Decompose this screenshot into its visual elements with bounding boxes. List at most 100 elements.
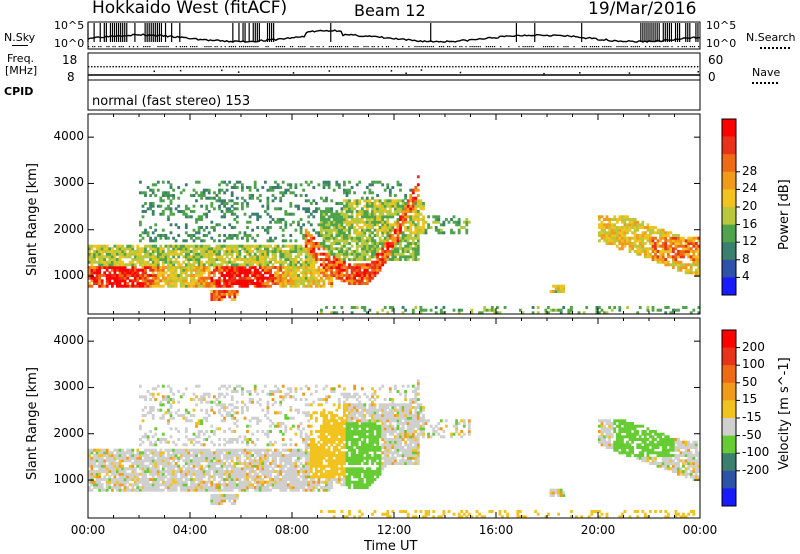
data-cell — [149, 236, 152, 240]
data-cell — [641, 226, 645, 229]
data-cell — [307, 199, 311, 203]
data-cell — [108, 276, 112, 280]
data-cell — [401, 212, 405, 216]
data-cell — [636, 236, 640, 240]
data-cell — [156, 260, 160, 264]
data-cell — [363, 220, 367, 224]
data-cell — [174, 282, 178, 285]
data-cell — [353, 191, 356, 195]
data-cell — [246, 284, 249, 288]
data-cell — [427, 223, 430, 227]
data-cell — [623, 234, 627, 237]
data-cell — [128, 284, 132, 288]
data-cell — [373, 255, 377, 259]
data-cell — [195, 255, 198, 259]
data-cell — [195, 384, 198, 388]
data-cell — [164, 207, 168, 211]
data-cell — [121, 459, 124, 463]
data-cell — [95, 244, 99, 248]
data-cell — [284, 282, 288, 285]
data-cell — [133, 454, 137, 457]
data-cell — [215, 448, 219, 452]
nave-dot — [562, 66, 564, 68]
data-cell — [205, 250, 209, 253]
data-cell — [649, 252, 652, 256]
data-cell — [371, 212, 374, 216]
data-cell — [419, 199, 423, 203]
data-cell — [172, 188, 175, 192]
data-cell — [139, 454, 142, 457]
nave-dot — [302, 66, 304, 68]
nave-dot — [329, 66, 332, 68]
data-cell — [404, 247, 407, 251]
data-cell — [98, 464, 101, 468]
data-cell — [197, 486, 201, 489]
data-cell — [386, 252, 390, 256]
data-cell — [363, 242, 367, 245]
data-cell — [345, 247, 349, 251]
data-cell — [103, 470, 107, 473]
data-cell — [195, 191, 198, 195]
data-cell — [332, 247, 336, 251]
data-cell — [202, 212, 206, 216]
nave-dot — [565, 66, 567, 68]
data-cell — [269, 258, 272, 261]
data-cell — [401, 252, 405, 256]
data-cell — [427, 226, 430, 229]
nsearch-dot — [251, 46, 253, 48]
data-cell — [195, 440, 198, 444]
nave-dot — [519, 66, 521, 68]
data-cell — [233, 422, 237, 425]
data-cell — [672, 263, 675, 267]
data-cell — [174, 478, 178, 481]
data-cell — [266, 284, 270, 288]
data-cell — [95, 274, 99, 277]
data-cell — [174, 207, 178, 211]
data-cell — [207, 266, 211, 269]
data-cell — [248, 271, 252, 275]
data-cell — [294, 266, 298, 269]
data-cell — [378, 247, 382, 251]
data-cell — [253, 472, 257, 476]
data-cell — [348, 266, 351, 269]
data-cell — [105, 250, 109, 253]
data-cell — [253, 475, 257, 479]
data-cell — [156, 180, 160, 184]
data-cell — [674, 260, 678, 264]
data-cell — [197, 263, 201, 267]
data-cell — [422, 218, 425, 221]
data-cell — [136, 464, 140, 468]
data-cell — [674, 242, 678, 245]
data-cell — [151, 191, 155, 195]
data-cell — [322, 263, 326, 267]
data-cell — [100, 258, 104, 261]
data-cell — [664, 244, 668, 248]
data-cell — [419, 218, 423, 221]
data-cell — [187, 266, 191, 269]
data-cell — [113, 475, 117, 479]
data-cell — [386, 186, 390, 189]
data-cell — [266, 204, 270, 208]
data-cell — [179, 279, 183, 283]
data-cell — [386, 231, 390, 235]
data-cell — [200, 284, 203, 288]
data-cell — [225, 250, 229, 253]
data-cell — [241, 268, 244, 272]
data-cell — [373, 234, 377, 237]
data-cell — [238, 384, 242, 388]
data-cell — [182, 244, 186, 248]
data-cell — [414, 188, 418, 192]
data-cell — [182, 250, 186, 253]
data-cell — [121, 252, 124, 256]
nsearch-dot — [279, 46, 281, 48]
nsearch-dot — [420, 46, 422, 48]
data-cell — [348, 276, 351, 280]
data-cell — [207, 271, 211, 275]
data-cell — [332, 266, 336, 269]
data-cell — [238, 274, 242, 277]
data-cell — [98, 252, 101, 256]
data-cell — [284, 223, 288, 227]
data-cell — [156, 282, 160, 285]
data-cell — [113, 459, 117, 463]
data-cell — [230, 464, 234, 468]
